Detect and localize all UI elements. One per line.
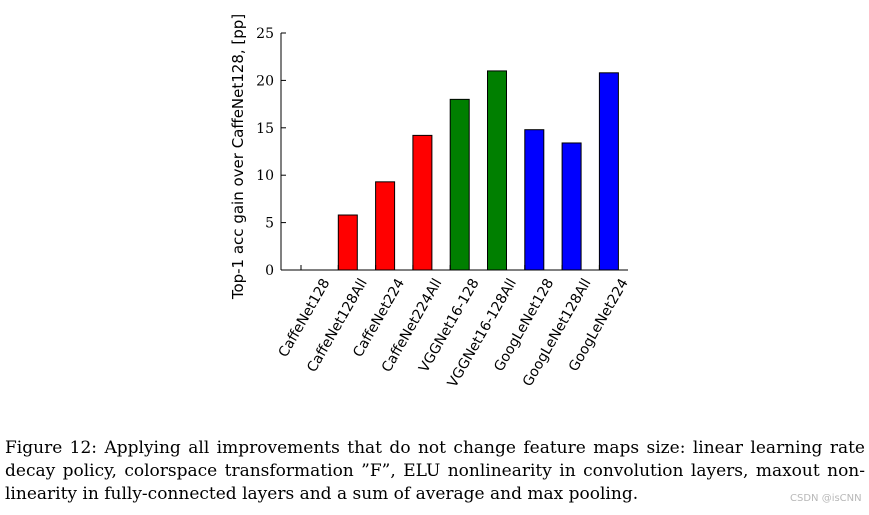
y-axis: 0 5 10 15 20 25 — [256, 26, 286, 279]
bar — [449, 98, 470, 271]
bar — [337, 214, 358, 271]
y-tick-label: 5 — [265, 216, 274, 232]
x-axis: CaffeNet128CaffeNet128AllCaffeNet224Caff… — [276, 265, 632, 390]
y-tick-label: 0 — [265, 263, 274, 279]
bar — [598, 72, 619, 271]
y-tick-label: 25 — [256, 26, 274, 42]
y-tick-label: 10 — [256, 168, 274, 184]
figure-caption: Figure 12: Applying all improvements tha… — [5, 438, 865, 504]
bar — [561, 142, 582, 271]
bar — [487, 70, 507, 271]
x-tick-label: VGGNet16-128All — [445, 276, 520, 390]
bar-chart: 0 5 10 15 20 25 CaffeNet128CaffeNet128AllCaff… — [229, 14, 632, 391]
x-tick-label: GoogLeNet128All — [520, 276, 595, 389]
bar — [524, 129, 545, 271]
y-axis-label: Top-1 acc gain over CaffeNet128, [pp] — [229, 14, 247, 300]
watermark: CSDN @isCNN — [790, 493, 862, 504]
y-tick-label: 15 — [256, 121, 274, 137]
y-tick-label: 20 — [256, 73, 274, 89]
bar — [412, 134, 433, 271]
bars-group — [337, 70, 619, 271]
bar — [375, 181, 396, 271]
